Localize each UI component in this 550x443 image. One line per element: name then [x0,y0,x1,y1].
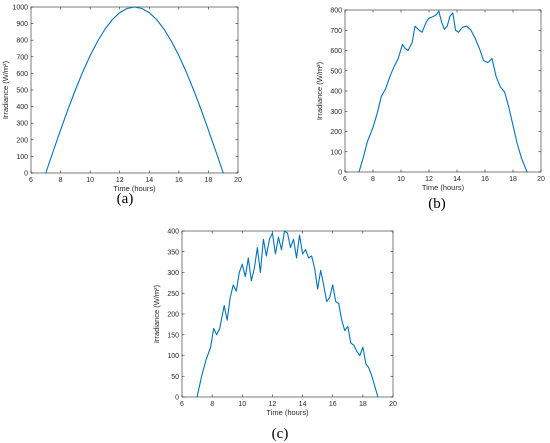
x-tick-label: 14 [145,177,153,184]
y-tick-label: 600 [330,48,342,55]
x-tick-label: 16 [329,401,337,408]
plot-frame [181,230,394,398]
y-tick-label: 0 [24,171,28,178]
y-tick-label: 400 [167,229,179,236]
irradiance-series-line [358,10,528,173]
y-tick-label: 350 [167,249,179,256]
x-tick-label: 12 [269,401,277,408]
y-tick-label: 100 [330,149,342,156]
y-tick-label: 250 [167,291,179,298]
y-tick-label: 1000 [12,5,28,12]
y-tick-label: 100 [167,353,179,360]
y-tick-label: 900 [16,21,28,28]
y-tick-label: 0 [175,395,179,402]
y-tick-label: 600 [16,71,28,78]
x-axis-label: Time (hours) [113,184,156,193]
panel-label-b: (b) [428,196,446,212]
y-axis-label: Irradiance (W/m²) [1,60,10,119]
y-tick-label: 800 [16,38,28,45]
x-tick-label: 16 [481,176,489,183]
y-tick-label: 300 [167,270,179,277]
y-axis-label: Irradiance (W/m²) [315,61,324,120]
y-tick-label: 200 [167,312,179,319]
x-tick-label: 20 [537,176,545,183]
y-tick-label: 150 [167,332,179,339]
x-tick-label: 6 [29,177,33,184]
x-tick-label: 8 [210,401,214,408]
x-tick-label: 10 [397,176,405,183]
chart-panel-c: 6 8 10 12 14 16 18 20050100150200250300350400Ti… [152,229,397,443]
x-tick-label: 8 [59,177,63,184]
y-tick-label: 100 [16,154,28,161]
x-axis-label: Time (hours) [422,183,465,192]
y-tick-label: 200 [16,137,28,144]
irradiance-series-line [45,6,224,174]
x-tick-label: 14 [299,401,307,408]
panel-label-a: (a) [117,191,134,207]
y-tick-label: 400 [16,104,28,111]
x-tick-label: 20 [234,177,242,184]
x-tick-label: 18 [359,401,367,408]
y-tick-label: 400 [330,89,342,96]
y-tick-label: 700 [330,28,342,35]
x-tick-label: 14 [453,176,461,183]
chart-panel-b: 6 8 10 12 14 16 18 200100200300400500600700800T… [315,8,545,213]
y-tick-label: 50 [171,374,179,381]
y-tick-label: 300 [16,121,28,128]
y-tick-label: 500 [16,88,28,95]
chart-panel-a: 6 8 10 12 14 16 18 2001002003004005006007008009… [1,5,242,208]
x-tick-label: 12 [116,177,124,184]
x-axis-label: Time (hours) [266,408,309,417]
x-tick-label: 6 [180,401,184,408]
x-tick-label: 6 [343,176,347,183]
y-tick-label: 0 [338,170,342,177]
x-tick-label: 8 [371,176,375,183]
y-tick-label: 500 [330,68,342,75]
x-tick-label: 20 [389,401,397,408]
plot-frame [344,9,542,173]
panel-label-c: (c) [272,426,289,442]
x-tick-label: 16 [175,177,183,184]
x-tick-label: 18 [205,177,213,184]
x-tick-label: 10 [86,177,94,184]
irradiance-series-line [196,230,379,398]
plot-frame [30,6,239,174]
y-axis-label: Irradiance (W/m²) [152,284,161,343]
y-tick-label: 700 [16,54,28,61]
x-tick-label: 12 [425,176,433,183]
x-tick-label: 10 [238,401,246,408]
y-tick-label: 800 [330,8,342,15]
x-tick-label: 18 [509,176,517,183]
y-tick-label: 200 [330,129,342,136]
y-tick-label: 300 [330,109,342,116]
